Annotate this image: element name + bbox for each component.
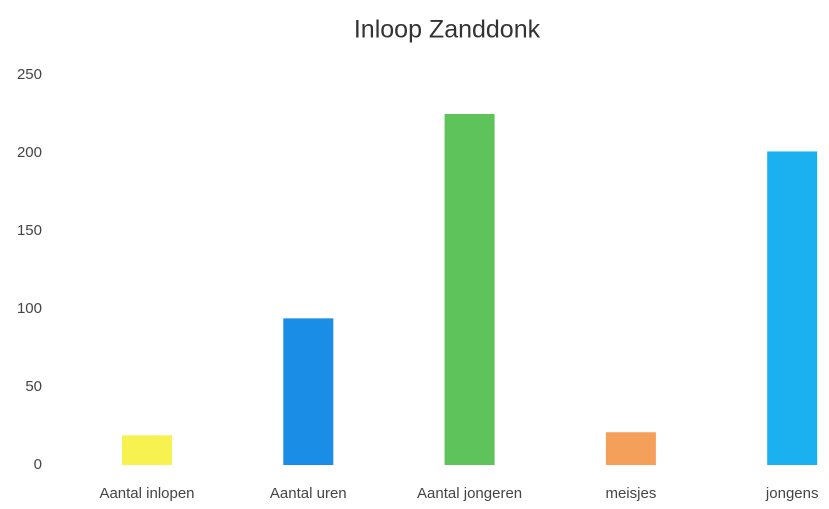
x-tick-label: Aantal inlopen [99,485,194,502]
x-tick-label: jongens [765,485,819,502]
bar [283,318,334,465]
y-tick-label: 0 [34,456,42,473]
bar [122,435,172,465]
y-tick-label: 250 [17,66,42,83]
x-tick-label: Aantal jongeren [417,485,522,502]
bar [444,114,495,465]
bar [767,151,818,465]
bar [605,432,656,465]
chart-title: Inloop Zanddonk [354,16,541,44]
x-tick-label: Aantal uren [270,485,347,502]
y-tick-label: 200 [17,144,42,161]
y-tick-label: 100 [17,300,42,317]
y-tick-label: 150 [17,222,42,239]
x-tick-label: meisjes [605,485,656,502]
y-tick-label: 50 [25,378,42,395]
